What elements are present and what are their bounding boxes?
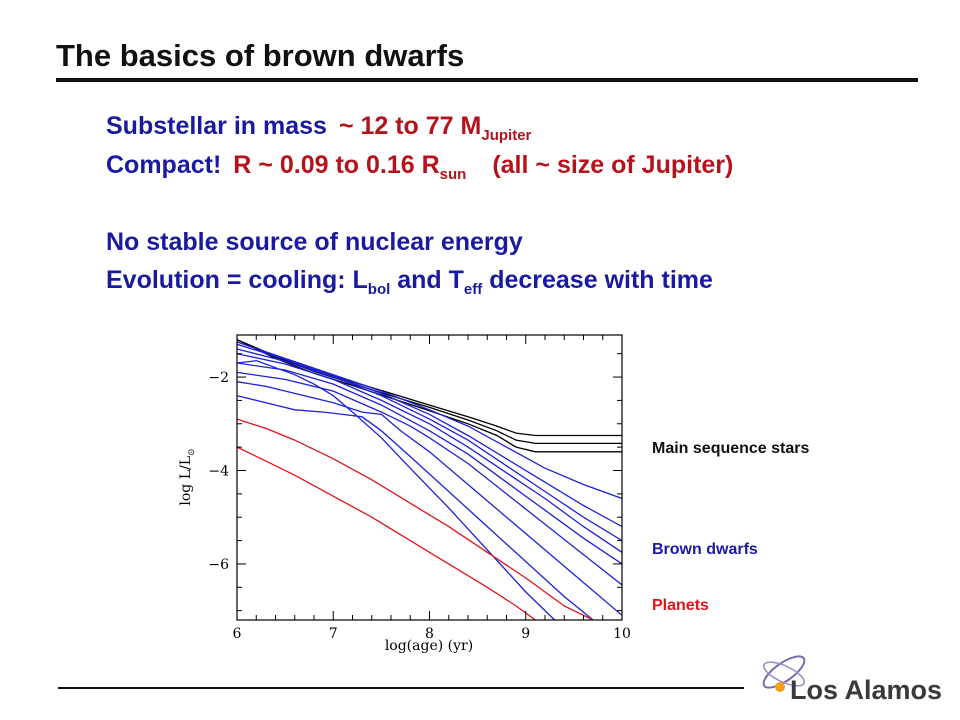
plot-frame	[236, 334, 623, 621]
ticks-layer: 6 7 8 9 10 −2 −4 −6	[208, 335, 631, 642]
legend-stars: Main sequence stars	[652, 440, 810, 457]
title-underline	[56, 78, 918, 82]
stars-track-0	[237, 339, 622, 437]
x-axis-label: log(age) (yr)	[385, 638, 473, 654]
brown_dwarfs-track-11	[237, 360, 556, 620]
atom-orbit-icon	[762, 655, 806, 692]
radius-line: Compact! R ~ 0.09 to 0.16 Rsun (all ~ size…	[106, 151, 733, 183]
brown_dwarfs-track-4	[237, 343, 622, 528]
compact-label: Compact!	[106, 151, 222, 179]
brown_dwarfs-track-8	[237, 371, 622, 586]
planets-track-12	[237, 418, 594, 620]
mass-label: Substellar in mass	[106, 112, 327, 140]
brown_dwarfs-track-5	[237, 348, 622, 542]
evolution-line: Evolution = cooling: Lbol and Teff decre…	[106, 266, 713, 298]
x-tick-label: 9	[521, 626, 530, 642]
mass-range: ~ 12 to 77 MJupiter	[338, 112, 532, 144]
stars-track-2	[237, 339, 622, 453]
brown_dwarfs-track-6	[237, 353, 622, 553]
y-tick-label: −2	[208, 370, 229, 386]
nuclear-line: No stable source of nuclear energy	[106, 228, 523, 256]
y-tick-label: −4	[208, 463, 229, 479]
y-axis-label: log L/L⊙	[178, 448, 197, 505]
x-tick-label: 7	[329, 626, 338, 642]
slide-title: The basics of brown dwarfs	[56, 38, 465, 73]
x-tick-label: 6	[233, 626, 242, 642]
logo-text: Los Alamos	[790, 675, 942, 705]
brown_dwarfs-track-3	[237, 341, 622, 500]
radius-note: (all ~ size of Jupiter)	[492, 151, 734, 179]
legend-planets: Planets	[652, 597, 709, 614]
stars-track-1	[237, 339, 622, 445]
cooling-chart: 6 7 8 9 10 −2 −4 −6 log(age) (yr) log L/L⊙	[178, 334, 631, 654]
planets-track-13	[237, 446, 536, 620]
bottom-rule	[58, 687, 744, 689]
y-tick-label: −6	[208, 557, 229, 573]
brown_dwarfs-track-10	[237, 395, 594, 620]
brown_dwarfs-track-7	[237, 362, 622, 565]
mass-line: Substellar in mass ~ 12 to 77 MJupiter	[106, 112, 531, 144]
radius-range: R ~ 0.09 to 0.16 Rsun	[233, 151, 467, 183]
los-alamos-logo: Los Alamos	[762, 655, 942, 705]
series-layer	[237, 339, 622, 620]
brown_dwarfs-track-9	[237, 381, 622, 616]
x-tick-label: 10	[613, 626, 631, 642]
x-tick-label: 8	[425, 626, 434, 642]
legend-brown-dwarfs: Brown dwarfs	[652, 541, 758, 558]
